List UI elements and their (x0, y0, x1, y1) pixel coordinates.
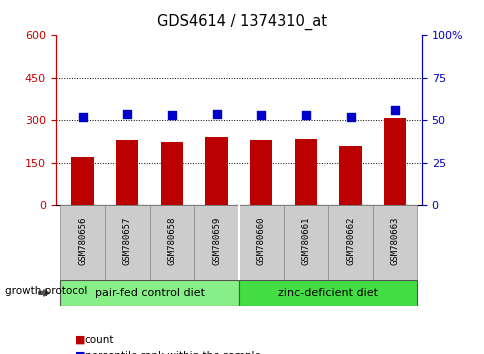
Bar (250, 140, 272, 205)
Point (391, 107, 398, 113)
Point (123, 111, 131, 116)
Bar (283, 205, 328, 280)
Point (302, 113, 309, 118)
Bar (60, 280, 239, 306)
Text: ■: ■ (75, 351, 86, 354)
Bar (294, 139, 317, 205)
Text: GSM780658: GSM780658 (167, 217, 176, 265)
Bar (239, 205, 283, 280)
Text: GSM780660: GSM780660 (256, 217, 265, 265)
Bar (194, 205, 238, 280)
Bar (328, 205, 372, 280)
Bar (105, 205, 149, 280)
Bar (383, 118, 406, 205)
Point (346, 114, 354, 120)
Text: growth protocol: growth protocol (5, 286, 87, 296)
Bar (372, 205, 417, 280)
Text: GSM780661: GSM780661 (301, 217, 310, 265)
Text: percentile rank within the sample: percentile rank within the sample (85, 351, 260, 354)
Text: GSM780659: GSM780659 (212, 217, 221, 265)
Bar (71, 157, 93, 205)
Point (257, 113, 265, 118)
Text: GDS4614 / 1374310_at: GDS4614 / 1374310_at (157, 14, 327, 30)
Bar (116, 140, 138, 205)
Text: GSM780657: GSM780657 (122, 217, 132, 265)
Bar (149, 205, 194, 280)
Text: GSM780662: GSM780662 (345, 217, 354, 265)
Text: zinc-deficient diet: zinc-deficient diet (278, 288, 378, 298)
Text: GSM780663: GSM780663 (390, 217, 399, 265)
Point (78, 114, 86, 120)
Bar (205, 137, 227, 205)
Bar (160, 142, 182, 205)
Bar (60, 205, 105, 280)
Point (167, 113, 175, 118)
Text: count: count (85, 335, 114, 345)
Bar (339, 146, 361, 205)
Point (212, 111, 220, 116)
Bar (239, 280, 417, 306)
Text: ■: ■ (75, 335, 86, 345)
Text: pair-fed control diet: pair-fed control diet (94, 288, 204, 298)
Text: GSM780656: GSM780656 (78, 217, 87, 265)
